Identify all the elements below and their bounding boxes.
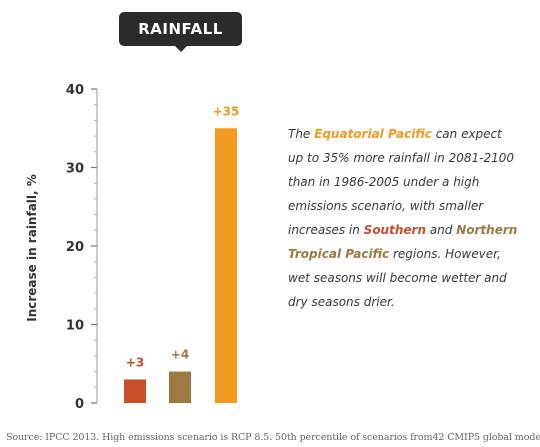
y-axis-label: Increase in rainfall, % bbox=[25, 174, 39, 322]
chart-title: RAINFALL bbox=[138, 20, 223, 38]
y-tick-label: 40 bbox=[66, 83, 84, 98]
y-tick-label: 0 bbox=[75, 397, 84, 412]
bar-value-label: +3 bbox=[126, 355, 144, 369]
y-tick-label: 20 bbox=[66, 240, 84, 255]
note-text-3: and bbox=[425, 223, 457, 237]
y-tick-label: 30 bbox=[66, 162, 84, 177]
bar bbox=[215, 128, 237, 403]
note-text-2: can expect up to 35% more rainfall in 20… bbox=[288, 127, 514, 237]
note-text-4: regions. However, wet seasons will becom… bbox=[288, 247, 507, 309]
bar-value-label: +4 bbox=[171, 348, 189, 362]
bar bbox=[124, 379, 146, 403]
note-text-1: The bbox=[288, 127, 315, 141]
note-highlight-northern: Northern Tropical Pacific bbox=[288, 223, 518, 261]
y-tick-label: 10 bbox=[66, 319, 84, 334]
chart-annotation: The Equatorial Pacific can expect up to … bbox=[288, 122, 518, 314]
chart-title-tag: RAINFALL bbox=[119, 12, 242, 46]
source-note: Source: IPCC 2013. High emissions scenar… bbox=[6, 432, 540, 443]
bar-value-label: +35 bbox=[213, 104, 240, 118]
bar bbox=[169, 371, 191, 403]
title-tag-pointer bbox=[175, 46, 187, 52]
note-highlight-southern: Southern bbox=[363, 223, 426, 237]
note-highlight-equatorial: Equatorial Pacific bbox=[314, 127, 432, 141]
